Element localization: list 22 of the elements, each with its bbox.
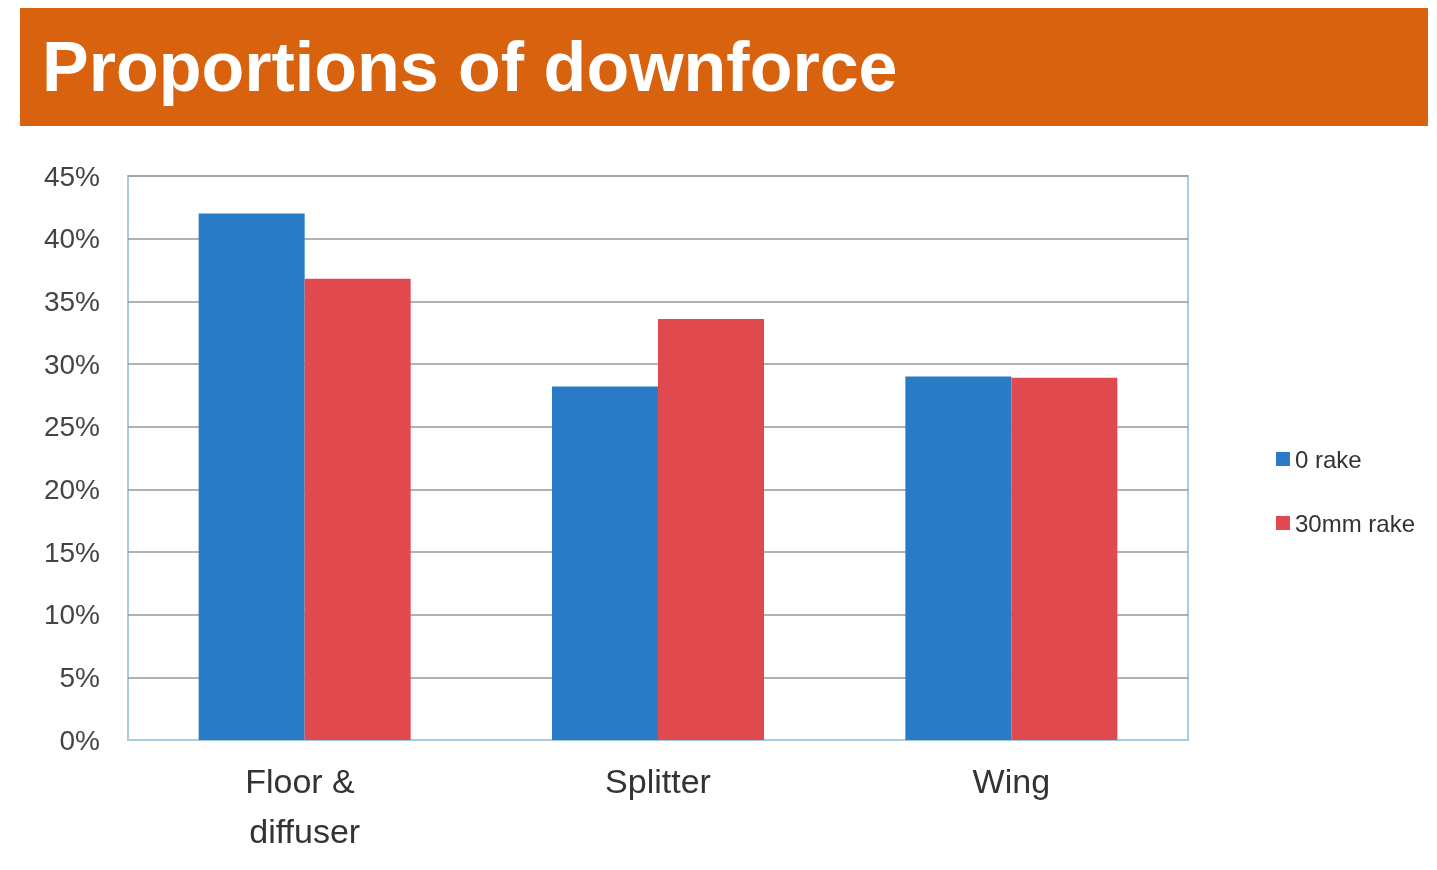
y-tick-label: 20%: [43, 473, 100, 505]
y-tick-label: 10%: [43, 599, 100, 631]
bar: [905, 376, 1012, 740]
y-tick-label: 40%: [43, 223, 100, 255]
bar: [552, 386, 658, 740]
y-tick-label: 25%: [43, 411, 100, 443]
y-tick-label: 0%: [59, 724, 100, 756]
bar: [1011, 377, 1118, 740]
y-tick-label: 30%: [43, 348, 100, 380]
y-tick-label: 5%: [59, 661, 100, 693]
y-tick-label: 35%: [43, 285, 100, 317]
x-tick-label: Floor & diffuser: [245, 762, 365, 850]
x-tick-label: Wing: [972, 762, 1051, 800]
x-tick-label: Splitter: [605, 762, 711, 800]
legend-label: 0 rake: [1294, 445, 1362, 473]
bar: [304, 278, 411, 740]
legend-label: 30mm rake: [1294, 509, 1416, 537]
y-tick-label: 15%: [43, 536, 100, 568]
bar: [658, 318, 764, 740]
chart-title: Proportions of downforce: [42, 27, 898, 107]
y-tick-label: 45%: [43, 160, 100, 192]
bar: [198, 213, 305, 740]
